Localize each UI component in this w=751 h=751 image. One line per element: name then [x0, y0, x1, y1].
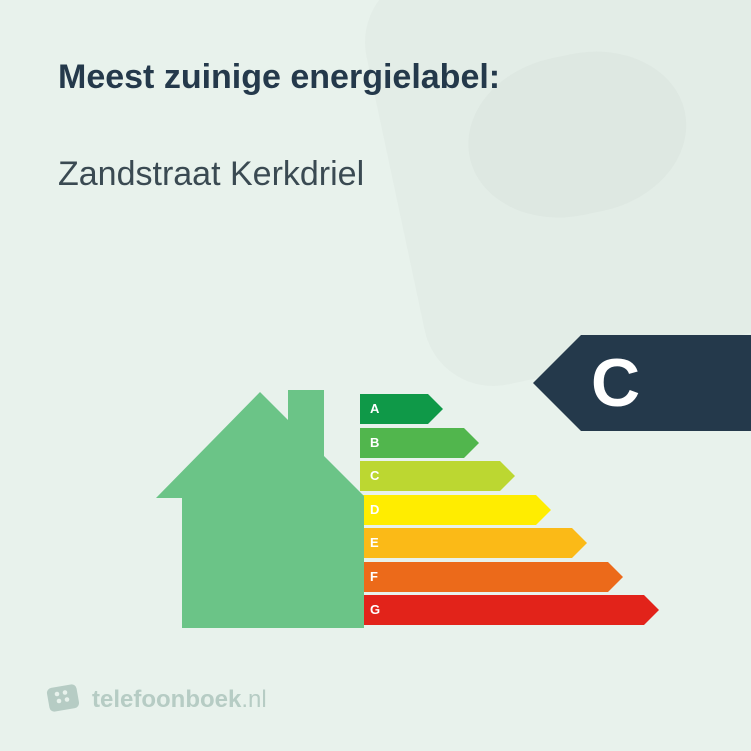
- bar-shape: [360, 595, 659, 625]
- footer-tld: .nl: [241, 686, 266, 713]
- bar-arrow: [644, 595, 659, 625]
- bar-letter: A: [370, 394, 379, 424]
- bar-body: [360, 528, 572, 558]
- rating-letter: C: [591, 349, 640, 417]
- bar-shape: [360, 528, 587, 558]
- bar-letter: E: [370, 528, 379, 558]
- bar-letter: C: [370, 461, 379, 491]
- bar-arrow: [536, 495, 551, 525]
- rating-body: C: [581, 335, 751, 431]
- footer: telefoonboek.nl: [46, 680, 267, 719]
- house-shape: [156, 380, 364, 628]
- bar-arrow: [500, 461, 515, 491]
- rating-badge: C: [533, 335, 751, 431]
- bar-letter: G: [370, 595, 380, 625]
- bar-body: [360, 461, 500, 491]
- page-subtitle: Zandstraat Kerkdriel: [58, 155, 693, 194]
- book-icon: [46, 680, 80, 719]
- house-icon: [156, 380, 364, 633]
- bar-shape: [360, 461, 515, 491]
- header: Meest zuinige energielabel: Zandstraat K…: [0, 0, 751, 194]
- footer-brand: telefoonboek.nl: [92, 686, 267, 714]
- bar-arrow: [608, 562, 623, 592]
- bar-body: [360, 495, 536, 525]
- bar-letter: B: [370, 428, 379, 458]
- footer-brand-name: telefoonboek: [92, 686, 241, 713]
- bar-arrow: [572, 528, 587, 558]
- page-title: Meest zuinige energielabel:: [58, 58, 693, 97]
- bar-body: [360, 562, 608, 592]
- rating-arrow: [533, 335, 581, 431]
- bar-shape: [360, 495, 551, 525]
- bar-arrow: [464, 428, 479, 458]
- bar-arrow: [428, 394, 443, 424]
- bar-shape: [360, 562, 623, 592]
- bar-body: [360, 595, 644, 625]
- bar-letter: F: [370, 562, 378, 592]
- bar-letter: D: [370, 495, 379, 525]
